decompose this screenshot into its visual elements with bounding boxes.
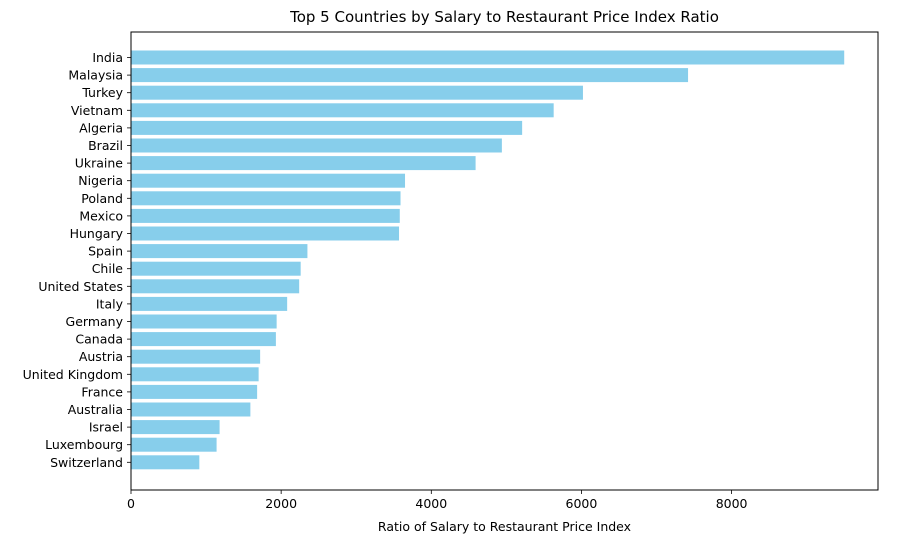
y-tick-label-germany: Germany bbox=[66, 314, 124, 329]
bar-malaysia bbox=[131, 68, 689, 83]
bar-turkey bbox=[131, 85, 583, 100]
y-ticks-group: India Malaysia Turkey Vietnam Algeria Brazil U… bbox=[23, 50, 131, 470]
bar-france bbox=[131, 384, 258, 399]
y-tick-label-austria: Austria bbox=[79, 349, 123, 364]
bar-canada bbox=[131, 332, 276, 347]
y-tick-label-nigeria: Nigeria bbox=[78, 173, 123, 188]
x-tick-label-2000: 2000 bbox=[265, 496, 297, 511]
y-tick-label-australia: Australia bbox=[68, 402, 123, 417]
bar-india bbox=[131, 50, 845, 65]
y-tick-label-brazil: Brazil bbox=[88, 138, 123, 153]
chart-title: Top 5 Countries by Salary to Restaurant … bbox=[289, 8, 719, 26]
bar-brazil bbox=[131, 138, 502, 153]
x-tick-label-4000: 4000 bbox=[415, 496, 447, 511]
bar-united-states bbox=[131, 279, 300, 294]
bar-hungary bbox=[131, 226, 400, 241]
bar-israel bbox=[131, 420, 220, 435]
bar-nigeria bbox=[131, 173, 406, 188]
y-tick-label-canada: Canada bbox=[75, 332, 123, 347]
y-tick-label-france: France bbox=[81, 384, 123, 399]
bar-switzerland bbox=[131, 455, 200, 470]
y-tick-label-ukraine: Ukraine bbox=[75, 156, 124, 171]
bar-chile bbox=[131, 261, 301, 276]
y-tick-label-switzerland: Switzerland bbox=[50, 455, 123, 470]
bars-group bbox=[131, 50, 845, 470]
bar-mexico bbox=[131, 208, 400, 223]
bar-united-kingdom bbox=[131, 367, 259, 382]
y-tick-label-malaysia: Malaysia bbox=[68, 68, 123, 83]
y-tick-label-mexico: Mexico bbox=[79, 208, 123, 223]
y-tick-label-poland: Poland bbox=[81, 191, 123, 206]
y-tick-label-luxembourg: Luxembourg bbox=[45, 437, 123, 452]
y-tick-label-united-kingdom: United Kingdom bbox=[23, 367, 123, 382]
x-ticks-group: 0 2000 4000 6000 8000 bbox=[127, 490, 748, 511]
bar-vietnam bbox=[131, 103, 554, 118]
bar-spain bbox=[131, 244, 308, 259]
x-tick-label-8000: 8000 bbox=[716, 496, 748, 511]
y-tick-label-israel: Israel bbox=[89, 420, 123, 435]
y-tick-label-algeria: Algeria bbox=[79, 120, 123, 135]
bar-italy bbox=[131, 296, 288, 311]
x-axis-label: Ratio of Salary to Restaurant Price Inde… bbox=[378, 519, 631, 534]
plot-frame bbox=[130, 31, 879, 491]
y-tick-label-vietnam: Vietnam bbox=[71, 103, 123, 118]
bar-ukraine bbox=[131, 156, 476, 171]
y-tick-label-chile: Chile bbox=[92, 261, 124, 276]
y-tick-label-italy: Italy bbox=[96, 296, 124, 311]
bar-poland bbox=[131, 191, 401, 206]
y-tick-label-hungary: Hungary bbox=[70, 226, 124, 241]
x-tick-label-0: 0 bbox=[127, 496, 135, 511]
bar-luxembourg bbox=[131, 437, 217, 452]
y-tick-label-turkey: Turkey bbox=[81, 85, 123, 100]
bar-algeria bbox=[131, 120, 523, 135]
bar-australia bbox=[131, 402, 251, 417]
y-tick-label-united-states: United States bbox=[38, 279, 123, 294]
x-tick-label-6000: 6000 bbox=[566, 496, 598, 511]
bar-germany bbox=[131, 314, 277, 329]
y-tick-label-spain: Spain bbox=[88, 244, 123, 259]
y-tick-label-india: India bbox=[92, 50, 123, 65]
bar-austria bbox=[131, 349, 261, 364]
